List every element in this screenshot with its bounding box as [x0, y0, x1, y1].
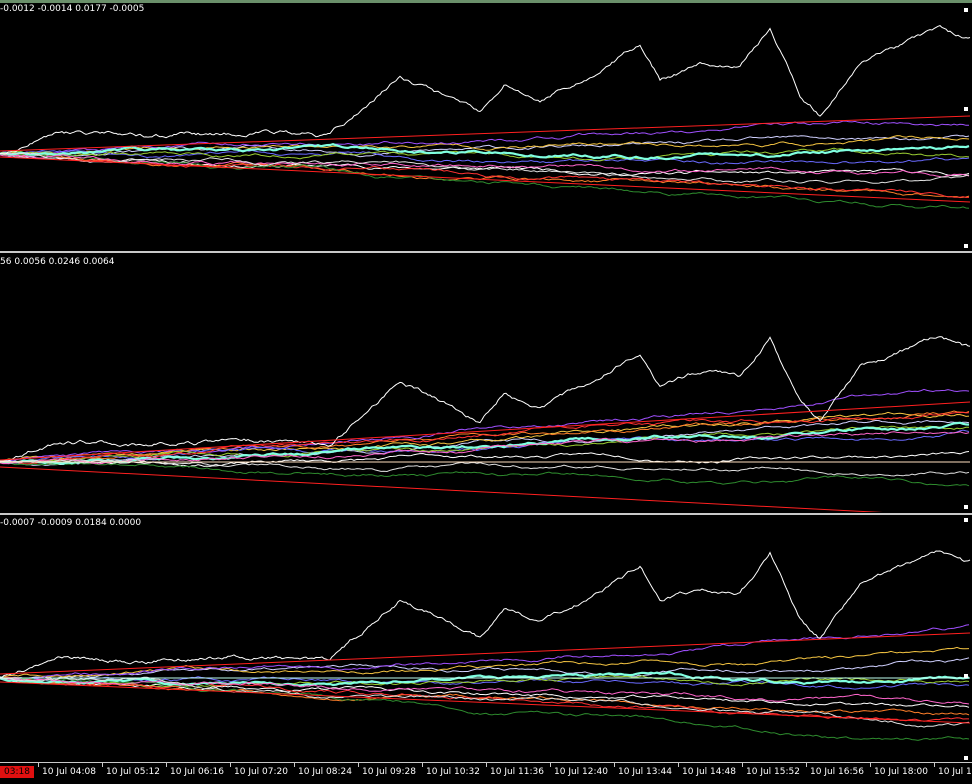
pane-1-chart	[0, 25, 971, 209]
pane-1-top-handle[interactable]	[964, 8, 968, 12]
series-line	[0, 410, 970, 463]
time-axis-tick	[294, 763, 295, 767]
time-axis-tick	[102, 763, 103, 767]
channel-line	[0, 466, 883, 512]
series-line	[0, 153, 970, 209]
time-axis-label: 10 Jul 05:12	[106, 767, 160, 777]
pane-3-values: -0.0007 -0.0009 0.0184 0.0000	[0, 518, 142, 528]
series-line	[0, 675, 970, 688]
pane-3-top-handle[interactable]	[964, 518, 968, 522]
time-axis-label: 10 Jul 14:48	[682, 767, 736, 777]
time-axis: 03:18 10 Jul 04:08 10 Jul 05:12 10 Jul 06:…	[0, 762, 972, 784]
time-axis-label: 10 Jul 11:36	[490, 767, 544, 777]
indicator-pane-1[interactable]: -0.0012 -0.0014 0.0177 -0.0005	[0, 4, 972, 251]
time-axis-tick	[934, 763, 935, 767]
time-axis-label: 10 Jul 13:44	[618, 767, 672, 777]
series-line	[0, 421, 970, 465]
time-axis-tick	[230, 763, 231, 767]
series-line	[0, 676, 969, 722]
series-line	[0, 149, 970, 165]
time-axis-label: 10 Jul 15:52	[746, 767, 800, 777]
current-time-badge: 03:18	[0, 766, 34, 778]
channel-line	[0, 681, 971, 724]
window-top-border	[0, 0, 972, 3]
pane-1-bottom-handle[interactable]	[964, 244, 968, 248]
pane-2-values: 56 0.0056 0.0246 0.0064	[0, 257, 115, 267]
time-axis-tick	[38, 763, 39, 767]
time-axis-label: 10 Jul 16:56	[810, 767, 864, 777]
time-axis-label: 10 Jul 09:28	[362, 767, 416, 777]
time-axis-tick	[870, 763, 871, 767]
pane-3-bottom-handle[interactable]	[964, 756, 968, 760]
series-line-main	[0, 550, 971, 678]
pane-2-chart	[0, 336, 971, 512]
time-axis-tick	[614, 763, 615, 767]
series-line	[0, 458, 970, 477]
series-line	[0, 419, 970, 466]
series-line	[0, 676, 970, 728]
channel-line	[0, 156, 971, 203]
series-line	[0, 671, 970, 687]
series-line	[0, 411, 970, 462]
pane-3-chart	[0, 550, 971, 741]
series-line	[0, 677, 970, 741]
series-line	[0, 154, 970, 178]
series-line	[0, 142, 970, 161]
series-line	[0, 624, 970, 681]
time-axis-tick	[358, 763, 359, 767]
pane-1-values: -0.0012 -0.0014 0.0177 -0.0005	[0, 4, 145, 14]
series-line-main	[0, 25, 971, 155]
pane-1-mid-handle[interactable]	[964, 107, 968, 111]
pane-3-mid-handle[interactable]	[964, 674, 968, 678]
pane-separator-1[interactable]	[0, 251, 972, 253]
time-axis-label: 10 Jul 12:40	[554, 767, 608, 777]
series-line	[0, 657, 970, 680]
series-line	[0, 425, 969, 464]
time-axis-label: 10 Jul 06:16	[170, 767, 224, 777]
time-axis-label: 10 Jul 04:08	[42, 767, 96, 777]
pane-2-bottom-handle[interactable]	[964, 505, 968, 509]
series-line	[0, 677, 970, 705]
series-line-main	[0, 336, 971, 462]
time-axis-tick	[678, 763, 679, 767]
time-axis-tick	[806, 763, 807, 767]
time-axis-tick	[742, 763, 743, 767]
series-line	[0, 431, 970, 465]
series-line	[0, 411, 970, 465]
time-axis-label: 10 Jul 10:32	[426, 767, 480, 777]
time-axis-tick	[166, 763, 167, 767]
series-line	[0, 152, 970, 184]
channel-line	[0, 401, 971, 461]
series-line	[0, 461, 970, 487]
channel-line	[0, 115, 971, 152]
time-axis-label: 10 Jul 07:20	[234, 767, 288, 777]
time-axis-tick	[486, 763, 487, 767]
series-line	[0, 677, 970, 716]
time-axis-label: 10 Jul 1	[938, 767, 972, 777]
time-axis-tick	[422, 763, 423, 767]
indicator-pane-2[interactable]: 56 0.0056 0.0246 0.0064	[0, 257, 972, 512]
pane-separator-2[interactable]	[0, 513, 972, 515]
indicator-pane-3[interactable]: -0.0007 -0.0009 0.0184 0.0000	[0, 518, 972, 762]
time-axis-label: 10 Jul 18:00	[874, 767, 928, 777]
channel-line	[0, 632, 971, 675]
time-axis-tick	[550, 763, 551, 767]
time-axis-label: 10 Jul 08:24	[298, 767, 352, 777]
